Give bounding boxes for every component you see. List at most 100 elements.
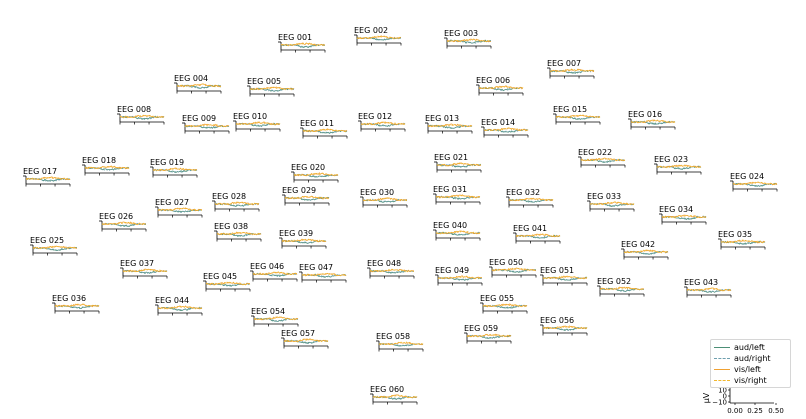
channel-eeg-037: EEG 037 — [120, 259, 168, 279]
channel-eeg-031: EEG 031 — [433, 185, 481, 205]
channel-label-eeg-033: EEG 033 — [587, 192, 621, 201]
scale-ytick-label: 10 — [718, 387, 727, 395]
channel-label-eeg-021: EEG 021 — [434, 153, 468, 162]
trace-eeg-016-vis-right — [630, 119, 676, 124]
channel-eeg-026: EEG 026 — [99, 212, 147, 232]
channel-label-eeg-034: EEG 034 — [659, 205, 693, 214]
channel-eeg-044: EEG 044 — [155, 296, 203, 316]
channel-label-eeg-057: EEG 057 — [281, 329, 315, 338]
trace-eeg-041-vis-right — [515, 233, 561, 238]
trace-eeg-033-vis-right — [589, 201, 635, 206]
channel-eeg-023: EEG 023 — [654, 155, 702, 175]
trace-eeg-025-vis-right — [32, 245, 77, 250]
trace-eeg-026-vis-right — [101, 221, 147, 226]
channel-eeg-045: EEG 045 — [203, 272, 251, 292]
trace-eeg-034-vis-right — [661, 214, 707, 219]
channel-label-eeg-050: EEG 050 — [489, 258, 523, 267]
trace-eeg-056-vis-right — [542, 325, 588, 330]
channel-eeg-022: EEG 022 — [578, 148, 626, 168]
trace-eeg-057-vis-left — [284, 338, 329, 343]
trace-eeg-059-vis-right — [466, 333, 512, 338]
channel-label-eeg-009: EEG 009 — [182, 114, 216, 123]
channel-label-eeg-025: EEG 025 — [30, 236, 64, 245]
channel-label-eeg-041: EEG 041 — [513, 224, 547, 233]
channel-eeg-007: EEG 007 — [547, 59, 595, 79]
channel-eeg-052: EEG 052 — [597, 277, 645, 297]
channel-eeg-043: EEG 043 — [684, 278, 732, 298]
scale-xtick-label: 0.25 — [747, 407, 763, 415]
legend-swatch-aud-left — [714, 347, 730, 348]
channel-eeg-040: EEG 040 — [433, 221, 481, 241]
trace-eeg-040-vis-right — [435, 230, 481, 235]
channel-eeg-021: EEG 021 — [434, 153, 482, 173]
channel-label-eeg-030: EEG 030 — [360, 188, 394, 197]
trace-eeg-009-vis-right — [184, 124, 230, 128]
trace-eeg-050-vis-right — [491, 267, 537, 272]
trace-eeg-005-vis-right — [249, 86, 295, 91]
channel-label-eeg-049: EEG 049 — [435, 266, 469, 275]
trace-eeg-010-vis-right — [235, 121, 281, 126]
trace-eeg-055-vis-right — [482, 303, 528, 308]
channel-label-eeg-012: EEG 012 — [358, 112, 392, 121]
trace-eeg-052-vis-right — [600, 286, 645, 291]
channel-eeg-013: EEG 013 — [425, 114, 473, 134]
channel-label-eeg-003: EEG 003 — [444, 29, 478, 38]
channel-label-eeg-060: EEG 060 — [370, 385, 404, 394]
channel-eeg-041: EEG 041 — [513, 224, 561, 244]
trace-eeg-020-vis-right — [293, 172, 339, 177]
trace-eeg-044-vis-right — [157, 305, 203, 310]
channel-eeg-016: EEG 016 — [628, 110, 676, 130]
channel-eeg-038: EEG 038 — [214, 222, 262, 242]
channel-eeg-019: EEG 019 — [150, 158, 198, 178]
trace-eeg-039-vis-left — [281, 238, 327, 243]
legend-swatch-vis-left — [714, 369, 730, 370]
scale-ytick-label: −10 — [712, 399, 727, 407]
trace-eeg-015-vis-right — [555, 114, 601, 119]
trace-eeg-033-aud-right — [589, 202, 635, 207]
trace-eeg-019-vis-right — [152, 167, 198, 172]
trace-eeg-045-vis-right — [206, 281, 251, 286]
channel-label-eeg-020: EEG 020 — [291, 163, 325, 172]
channel-eeg-009: EEG 009 — [182, 114, 230, 134]
channel-label-eeg-026: EEG 026 — [99, 212, 133, 221]
trace-eeg-036-vis-right — [54, 303, 100, 308]
legend-swatch-aud-right — [714, 358, 730, 359]
channel-label-eeg-052: EEG 052 — [597, 277, 631, 286]
legend-label-vis-right: vis/right — [734, 376, 767, 385]
channel-label-eeg-038: EEG 038 — [214, 222, 248, 231]
channel-eeg-039: EEG 039 — [279, 229, 327, 249]
trace-eeg-037-vis-left — [122, 268, 168, 273]
trace-eeg-028-vis-right — [214, 201, 260, 206]
channel-eeg-050: EEG 050 — [489, 258, 537, 278]
channel-eeg-055: EEG 055 — [480, 294, 528, 314]
trace-eeg-013-vis-right — [428, 123, 473, 128]
channel-eeg-012: EEG 012 — [358, 112, 406, 132]
channel-label-eeg-058: EEG 058 — [376, 332, 410, 341]
channel-label-eeg-039: EEG 039 — [279, 229, 313, 238]
channel-label-eeg-029: EEG 029 — [282, 186, 316, 195]
legend-item-vis-left: vis/left — [714, 364, 761, 375]
channel-eeg-025: EEG 025 — [30, 236, 78, 256]
channel-eeg-032: EEG 032 — [506, 188, 554, 208]
trace-eeg-048-vis-right — [369, 268, 414, 273]
trace-eeg-011-vis-right — [302, 128, 348, 133]
trace-eeg-022-vis-right — [580, 158, 626, 162]
trace-eeg-022-vis-left — [580, 157, 626, 162]
trace-eeg-044-vis-left — [157, 305, 203, 310]
trace-eeg-012-vis-right — [360, 121, 406, 126]
trace-eeg-007-vis-right — [549, 68, 595, 73]
trace-eeg-054-vis-right — [253, 316, 299, 321]
channel-label-eeg-004: EEG 004 — [174, 74, 208, 83]
trace-eeg-047-vis-left — [301, 272, 347, 277]
channel-eeg-028: EEG 028 — [212, 192, 260, 212]
channel-label-eeg-001: EEG 001 — [278, 33, 312, 42]
trace-eeg-005-vis-left — [249, 86, 295, 91]
channel-label-eeg-048: EEG 048 — [367, 259, 401, 268]
trace-eeg-058-vis-right — [378, 341, 424, 346]
scale-xtick-label: 0.50 — [768, 407, 784, 415]
trace-eeg-029-vis-right — [284, 195, 330, 200]
trace-eeg-042-vis-right — [623, 249, 669, 254]
trace-eeg-049-vis-right — [437, 275, 482, 280]
trace-eeg-057-vis-right — [283, 338, 329, 343]
channel-eeg-018: EEG 018 — [82, 156, 130, 176]
